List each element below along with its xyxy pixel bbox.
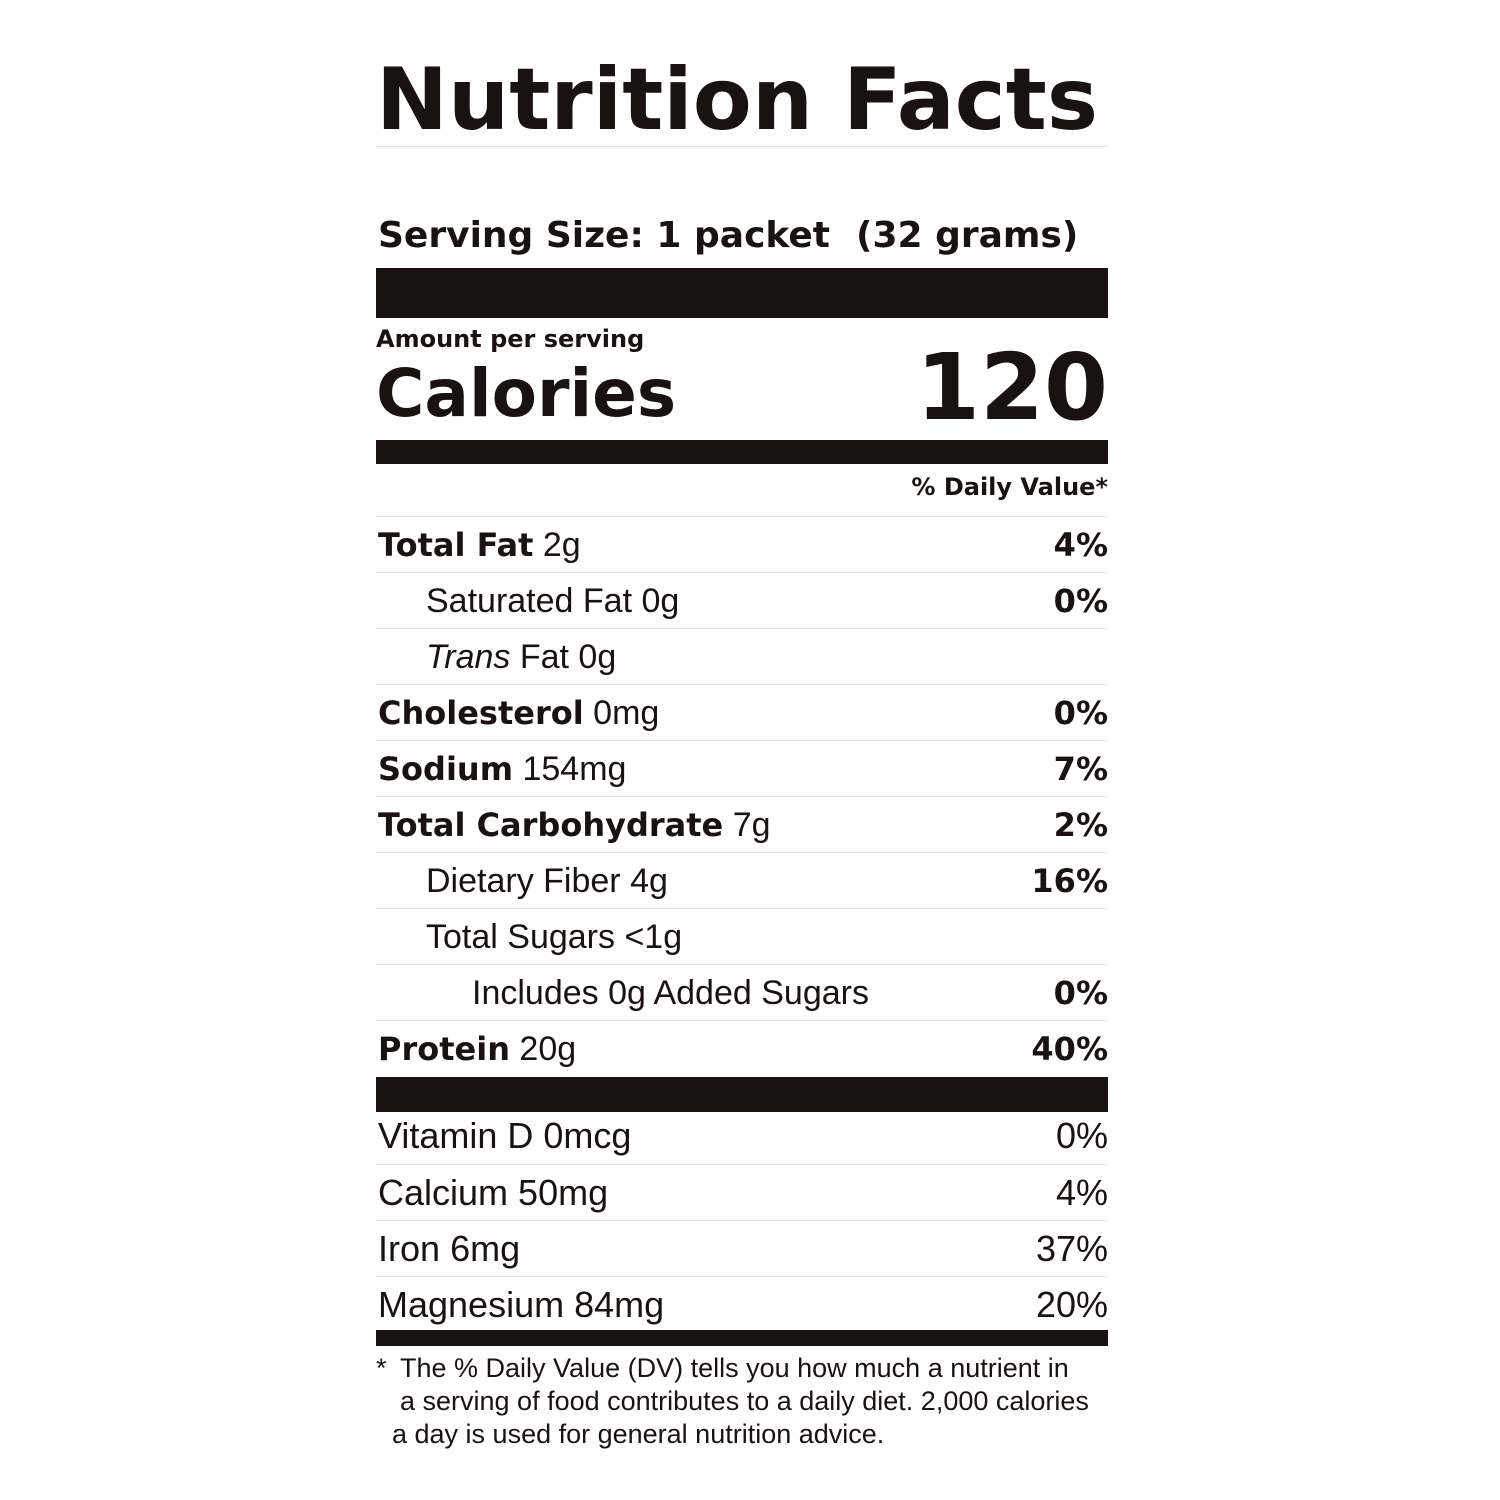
nutrient-dv: 7% [1053,750,1108,788]
daily-value-header: % Daily Value* [911,473,1108,501]
nutrient-row-total-sugars: Total Sugars <1g [376,908,1108,964]
serving-size-label: Serving Size: [378,215,644,256]
nutrient-dv: 0% [1053,974,1108,1012]
nutrient-row-trans-fat: Trans Fat 0g [376,628,1108,684]
nutrient-amount: 0g [641,582,680,620]
serving-size-amount: 1 packet [656,215,831,256]
nutrient-name: Total Fat [378,526,534,564]
footnote-line-1: The % Daily Value (DV) tells you how muc… [400,1353,1069,1383]
nutrient-dv: 40% [1031,1030,1108,1068]
vitamins-thick-bar [376,1077,1108,1112]
nutrient-dv: 2% [1053,806,1108,844]
nutrient-list: Total Fat 2g 4% Saturated Fat 0g 0% Tran… [376,516,1108,1076]
amount-per-serving: Amount per serving [376,325,645,353]
vitamin-dv: 4% [1055,1172,1108,1213]
nutrient-amount: 20g [519,1030,577,1068]
calories-thick-bar [376,440,1108,464]
nutrient-amount: 4g [630,862,668,900]
nutrient-row-cholesterol: Cholesterol 0mg 0% [376,684,1108,740]
nutrient-amount: <1g [624,918,683,956]
nutrient-row-added-sugars: Includes 0g Added Sugars 0% [376,964,1108,1020]
nutrient-name: Fat [519,638,569,676]
nutrient-name: Total Carbohydrate [378,806,724,844]
vitamin-name: Calcium [378,1172,509,1213]
nutrient-row-total-fat: Total Fat 2g 4% [376,516,1108,572]
vitamin-row-calcium: Calcium 50mg 4% [376,1164,1108,1220]
footnote-asterisk: * [376,1353,387,1383]
footnote-line-3: a day is used for general nutrition advi… [392,1419,885,1449]
nutrient-amount: 2g [542,526,581,564]
nutrient-dv: 16% [1031,862,1108,900]
nutrient-row-total-carbohydrate: Total Carbohydrate 7g 2% [376,796,1108,852]
vitamin-amount: 6mg [450,1228,521,1269]
nutrient-dv: 0% [1053,582,1108,620]
footnote-thick-bar [376,1330,1108,1346]
nutrient-amount: 0mg [593,694,660,732]
vitamin-dv: 20% [1035,1284,1108,1325]
calories-label: Calories [376,355,677,432]
calories-value: 120 [915,334,1108,441]
nutrient-row-sodium: Sodium 154mg 7% [376,740,1108,796]
vitamin-row-vitamin-d: Vitamin D 0mcg 0% [376,1108,1108,1164]
nutrient-name: Cholesterol [378,694,584,732]
nutrient-dv: 4% [1053,526,1108,564]
nutrient-row-dietary-fiber: Dietary Fiber 4g 16% [376,852,1108,908]
nutrient-name-italic: Trans [426,638,511,676]
nutrient-name: Dietary Fiber [426,862,621,900]
nutrient-row-protein: Protein 20g 40% [376,1020,1108,1076]
title-divider [376,146,1108,147]
nutrient-name: Protein [378,1030,510,1068]
vitamin-amount: 0mcg [543,1115,632,1156]
footnote-line-2: a serving of food contributes to a daily… [400,1386,1089,1416]
vitamin-name: Vitamin D [378,1115,534,1156]
nutrient-name: Sodium [378,750,514,788]
vitamin-dv: 0% [1055,1115,1108,1156]
vitamin-row-iron: Iron 6mg 37% [376,1220,1108,1276]
vitamin-name: Magnesium [378,1284,565,1325]
vitamin-amount: 84mg [574,1284,665,1325]
nutrient-dv: 0% [1053,694,1108,732]
label-title: Nutrition Facts [376,50,1099,150]
vitamin-row-magnesium: Magnesium 84mg 20% [376,1276,1108,1332]
serving-thick-bar [376,268,1108,318]
vitamin-amount: 50mg [518,1172,609,1213]
serving-size: Serving Size: 1 packet (32 grams) [378,212,1078,260]
nutrient-name: Includes 0g Added Sugars [472,974,869,1012]
nutrient-name: Total Sugars [426,918,615,956]
vitamin-list: Vitamin D 0mcg 0% Calcium 50mg 4% Iron 6… [376,1108,1108,1332]
nutrient-amount: 154mg [522,750,627,788]
nutrient-amount: 7g [732,806,771,844]
nutrient-amount: 0g [578,638,617,676]
nutrition-facts-label: Nutrition Facts Serving Size: 1 packet (3… [376,0,1108,1500]
serving-size-weight: (32 grams) [856,215,1079,256]
vitamin-dv: 37% [1035,1228,1108,1269]
nutrient-row-saturated-fat: Saturated Fat 0g 0% [376,572,1108,628]
nutrient-name: Saturated Fat [426,582,633,620]
vitamin-name: Iron [378,1228,441,1269]
